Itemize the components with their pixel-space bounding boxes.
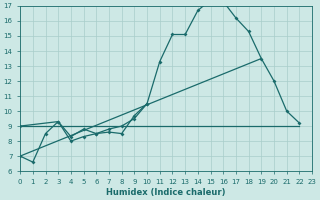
X-axis label: Humidex (Indice chaleur): Humidex (Indice chaleur) <box>106 188 226 197</box>
